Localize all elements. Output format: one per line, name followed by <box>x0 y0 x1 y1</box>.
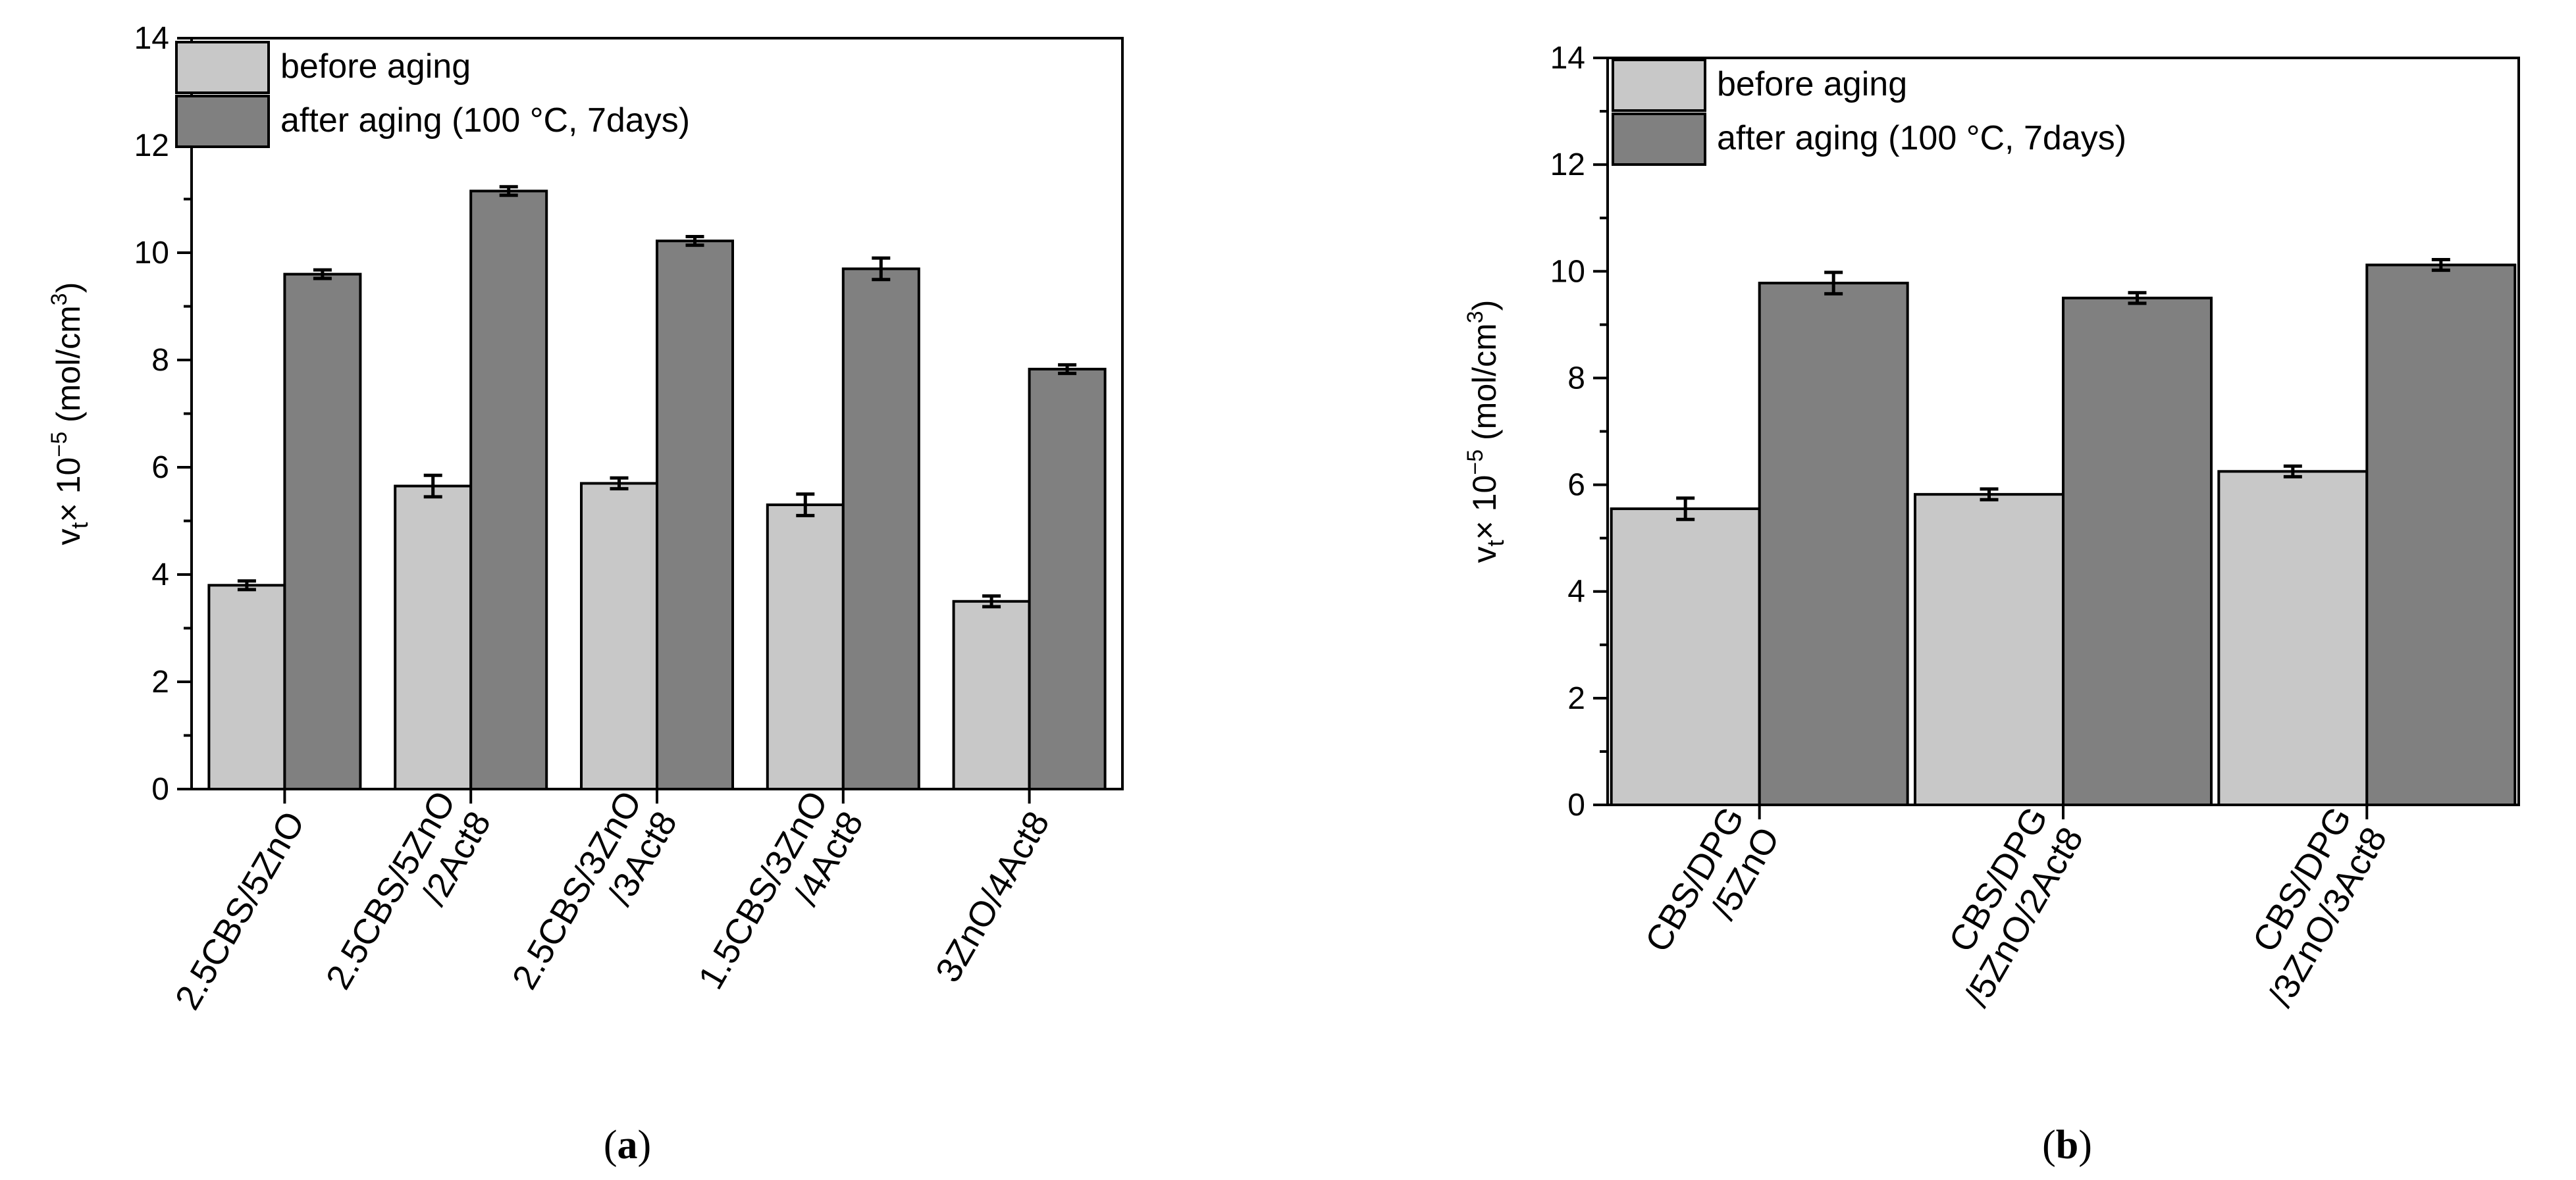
legend-label-2: after aging (100 °C, 7days) <box>1717 119 2126 157</box>
svg-text:2.5CBS/5ZnO: 2.5CBS/5ZnO <box>168 805 313 1016</box>
error-bar-after-5 <box>1058 363 1077 375</box>
error-bar-after-1 <box>1824 270 1843 295</box>
legend-swatch-1 <box>1612 59 1706 112</box>
bar-before-5 <box>952 600 1031 790</box>
error-bar-before-2 <box>423 473 442 499</box>
bar-before-4 <box>766 503 845 790</box>
bar-after-1 <box>283 272 362 791</box>
error-bar-before-3 <box>610 476 629 491</box>
bar-before-3 <box>2217 470 2369 807</box>
x-tick-label-4: 1.5CBS/3ZnO/4Act8 <box>691 784 871 996</box>
bar-before-2 <box>394 484 473 791</box>
x-tick-label-2: 2.5CBS/5ZnO/2Act8 <box>319 784 499 996</box>
chart-panel-b: 0 2 4 6 8 10 12 14 CBS/DPG/5ZnO CBS/DPG/5ZnO/2Act… <box>1463 41 2520 1167</box>
error-bar-after-3 <box>2431 257 2450 272</box>
y-tick-label: 4 <box>1567 575 1585 609</box>
x-tick-label-2: CBS/DPG/5ZnO/2Act8 <box>1941 800 2091 1013</box>
error-bar-before-5 <box>982 594 1001 609</box>
y-tick-label: 14 <box>1550 41 1585 76</box>
bar-after-3 <box>2365 263 2517 806</box>
y-tick-label: 12 <box>134 128 169 163</box>
error-bar-before-4 <box>796 492 815 517</box>
y-tick-label: 2 <box>1567 681 1585 716</box>
y-tick-label: 6 <box>1567 468 1585 503</box>
x-tick-label-3: CBS/DPG/3ZnO/3Act8 <box>2245 800 2394 1013</box>
error-bar-before-3 <box>2283 464 2302 478</box>
bar-before-1 <box>1610 507 1761 807</box>
y-tick-label: 8 <box>1567 361 1585 396</box>
y-tick-label: 0 <box>151 772 169 807</box>
y-tick-label: 6 <box>151 450 169 485</box>
y-tick-label: 8 <box>151 343 169 378</box>
y-axis-label: vt× 10−5 (mol/cm3) <box>47 282 93 546</box>
y-axis-label: vt× 10−5 (mol/cm3) <box>1463 300 1509 563</box>
error-bar-before-1 <box>237 579 256 592</box>
bar-after-3 <box>656 240 734 790</box>
bar-before-1 <box>207 584 286 790</box>
error-bar-after-2 <box>499 185 518 197</box>
x-tick-label-1: 2.5CBS/5ZnO <box>168 805 313 1016</box>
legend-swatch-1 <box>175 41 270 94</box>
legend: before aging after aging (100 °C, 7days) <box>175 41 690 148</box>
x-tick-label-3: 2.5CBS/3ZnO/3Act8 <box>505 784 685 996</box>
x-tick-label-5: 3ZnO/4Act8 <box>928 805 1057 989</box>
legend-label-1: before aging <box>1717 65 1907 103</box>
y-tick-label: 4 <box>151 557 169 592</box>
y-tick-label: 0 <box>1567 788 1585 823</box>
bar-after-1 <box>1758 282 1909 807</box>
chart-panel-a: 0 2 4 6 8 10 12 14 2.5CBS/5ZnO 2.5CBS/5ZnO/2Act8 2… <box>47 21 1124 1167</box>
y-tick-label: 14 <box>134 21 169 56</box>
panel-caption: (b) <box>2042 1123 2092 1167</box>
error-bar-after-3 <box>685 235 704 247</box>
error-bar-after-1 <box>313 268 332 280</box>
legend-swatch-2 <box>175 95 270 148</box>
y-tick-label: 12 <box>1550 147 1585 182</box>
bar-after-5 <box>1028 367 1107 790</box>
error-bar-after-2 <box>2128 291 2147 305</box>
bar-after-4 <box>841 267 920 790</box>
svg-text:3ZnO/4Act8: 3ZnO/4Act8 <box>928 805 1057 989</box>
error-bar-before-1 <box>1676 496 1695 521</box>
legend: before aging after aging (100 °C, 7days) <box>1612 59 2126 166</box>
legend-swatch-2 <box>1612 113 1706 166</box>
y-tick-label: 10 <box>1550 254 1585 289</box>
error-bar-after-4 <box>872 256 891 282</box>
panel-caption: (a) <box>604 1123 651 1167</box>
bar-before-2 <box>1914 493 2064 807</box>
bar-before-3 <box>580 482 658 790</box>
error-bar-before-2 <box>1980 487 1999 501</box>
legend-label-2: after aging (100 °C, 7days) <box>280 101 690 140</box>
bar-after-2 <box>2062 296 2213 807</box>
x-tick-label-1: CBS/DPG/5ZnO <box>1638 800 1787 958</box>
bar-after-2 <box>469 190 548 790</box>
legend-label-1: before aging <box>280 47 471 86</box>
y-tick-label: 2 <box>151 665 169 700</box>
y-tick-label: 10 <box>134 236 169 270</box>
